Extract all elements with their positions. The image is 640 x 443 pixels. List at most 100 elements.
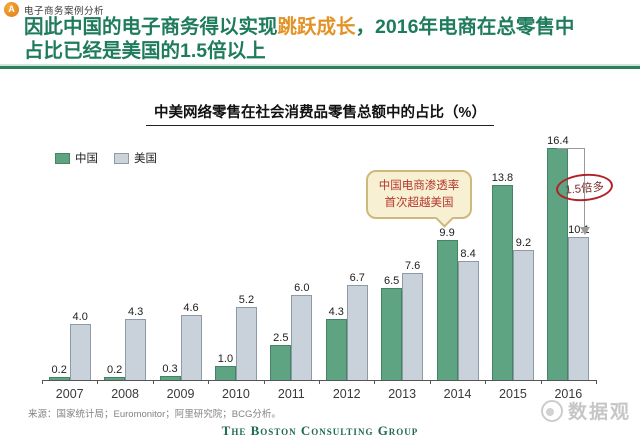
bar-group-2012: 4.3 6.7 xyxy=(319,141,374,380)
bar-usa-2008: 4.3 xyxy=(125,306,147,380)
bar-china-2009: 0.3 xyxy=(159,363,181,380)
bar-value-label: 16.4 xyxy=(547,135,569,147)
bar-china-2013: 6.5 xyxy=(381,275,403,380)
bar-value-label: 0.2 xyxy=(106,364,123,376)
bar-group-2008: 0.2 4.3 xyxy=(97,141,152,380)
x-axis-label-2007: 2007 xyxy=(55,387,84,401)
legend-swatch-usa xyxy=(114,152,129,164)
bar-group-2009: 0.3 4.6 xyxy=(153,141,208,380)
bar-china-2010: 1.0 xyxy=(214,353,236,380)
x-axis-label-2012: 2012 xyxy=(332,387,361,401)
source-note: 来源：国家统计局；Euromonitor；阿里研究院；BCG分析。 xyxy=(28,409,281,420)
bar-value-label: 1.0 xyxy=(217,353,234,365)
axis-tick xyxy=(596,380,597,384)
bar-pair: 1.0 5.2 xyxy=(208,141,263,380)
legend-label-china: 中国 xyxy=(75,153,98,165)
x-axis-labels: 2007 2008 2009 2010 2011 2012 2013 2014 2015 2016 xyxy=(42,387,596,401)
bar-value-label: 6.5 xyxy=(383,275,400,287)
bar-china-2007: 0.2 xyxy=(48,364,70,380)
x-axis-label-2010: 2010 xyxy=(222,387,250,401)
ratio-label: 1.5倍多 xyxy=(564,180,605,197)
axis-tick xyxy=(208,380,210,384)
bar-china-2014: 9.9 xyxy=(436,227,458,380)
bar-group-2013: 6.5 7.6 xyxy=(374,141,429,380)
bar-pair: 0.3 4.6 xyxy=(153,141,208,380)
section-tagline: 电子商务案例分析 xyxy=(24,6,105,17)
bar-group-2010: 1.0 5.2 xyxy=(208,141,263,380)
axis-tick xyxy=(540,380,542,384)
bar-value-label: 4.3 xyxy=(127,306,144,318)
header-divider xyxy=(0,66,640,69)
bar-value-label: 0.3 xyxy=(162,363,178,375)
axis-tick xyxy=(263,380,265,384)
bar-usa-2011: 6.0 xyxy=(291,282,313,380)
x-axis-label-2014: 2014 xyxy=(443,387,472,401)
bar-group-2014: 9.9 8.4 xyxy=(430,141,485,380)
bar-value-label: 6.0 xyxy=(294,282,310,294)
bar-group-2015: 13.8 9.2 xyxy=(485,141,540,380)
x-axis-label-2015: 2015 xyxy=(499,387,527,401)
axis-tick xyxy=(152,380,154,384)
bar-value-label: 5.2 xyxy=(238,294,255,306)
chart-title: 中美网络零售在社会消费品零售总额中的占比（%） xyxy=(146,101,494,126)
legend-item-china: 中国 xyxy=(55,150,98,166)
bar-usa-2013: 7.6 xyxy=(402,260,424,380)
watermark: 数据观 xyxy=(541,397,631,424)
legend-label-usa: 美国 xyxy=(134,153,157,165)
bar-usa-2012: 6.7 xyxy=(346,272,368,380)
bar-value-label: 4.0 xyxy=(72,311,88,323)
x-axis-label-2016: 2016 xyxy=(554,387,583,401)
title-highlight: 跳跃成长 xyxy=(277,16,356,38)
ratio-connector-vertical xyxy=(584,148,585,228)
x-axis-label-2013: 2013 xyxy=(388,387,417,401)
callout-line2: 首次超越美国 xyxy=(384,196,454,209)
axis-tick xyxy=(97,380,99,384)
axis-tick xyxy=(42,380,43,384)
bar-value-label: 9.2 xyxy=(515,237,532,249)
title-part3: 占比已经是美国的1.5倍以上 xyxy=(24,40,266,63)
axis-tick xyxy=(319,380,320,384)
bar-value-label: 9.9 xyxy=(439,227,455,239)
legend-swatch-china xyxy=(55,152,70,164)
bar-china-2012: 4.3 xyxy=(325,306,347,380)
bar-pair: 0.2 4.0 xyxy=(42,141,97,380)
bar-usa-2015: 9.2 xyxy=(512,237,534,380)
bar-china-2008: 0.2 xyxy=(104,364,126,380)
plot-area: 0.2 4.0 0.2 4.3 0.3 4.6 1.0 5.2 2.5 6.0 4.3 6.7 6.5 7… xyxy=(42,135,597,384)
bar-value-label: 4.3 xyxy=(328,306,344,318)
down-arrow-icon xyxy=(580,227,590,235)
axis-tick xyxy=(374,380,376,384)
bar-pair: 6.5 7.6 xyxy=(374,141,429,380)
bar-groups: 0.2 4.0 0.2 4.3 0.3 4.6 1.0 5.2 2.5 6.0 4.3 6.7 6.5 7… xyxy=(42,135,596,380)
x-axis-label-2009: 2009 xyxy=(166,387,195,401)
callout-bubble: 中国电商渗透率 首次超越美国 xyxy=(366,170,472,229)
bar-usa-2016: 10.1 xyxy=(568,224,590,380)
bar-usa-2009: 4.6 xyxy=(180,302,202,380)
bar-group-2011: 2.5 6.0 xyxy=(264,141,319,380)
legend-item-usa: 美国 xyxy=(114,150,157,166)
bar-pair: 13.8 9.2 xyxy=(485,141,540,380)
datanews-logo-icon xyxy=(541,399,563,422)
chart-title-wrap: 中美网络零售在社会消费品零售总额中的占比（%） xyxy=(0,101,640,126)
bar-value-label: 8.4 xyxy=(460,248,476,260)
bar-usa-2007: 4.0 xyxy=(69,311,91,380)
chart-legend: 中国 美国 xyxy=(55,150,157,166)
bar-usa-2010: 5.2 xyxy=(235,294,257,380)
x-axis-label-2011: 2011 xyxy=(277,387,305,401)
bar-value-label: 4.6 xyxy=(183,302,199,314)
axis-tick xyxy=(429,380,431,384)
bar-value-label: 13.8 xyxy=(491,172,514,184)
bar-pair: 9.9 8.4 xyxy=(430,141,485,380)
bcg-footer: The Boston Consulting Group xyxy=(221,423,419,438)
bar-china-2015: 13.8 xyxy=(492,172,513,380)
bar-pair: 4.3 6.7 xyxy=(319,141,374,380)
callout-line1: 中国电商渗透率 xyxy=(378,180,460,192)
bar-china-2016: 16.4 xyxy=(547,135,569,380)
bar-pair: 0.2 4.3 xyxy=(97,141,152,380)
title-part1: 因此中国的电子商务得以实现 xyxy=(24,16,278,38)
ratio-connector-horizontal xyxy=(557,148,585,149)
bar-value-label: 2.5 xyxy=(273,332,289,344)
title-part2: ，2016年电商在总零售中 xyxy=(355,16,575,38)
bar-china-2011: 2.5 xyxy=(270,332,292,380)
